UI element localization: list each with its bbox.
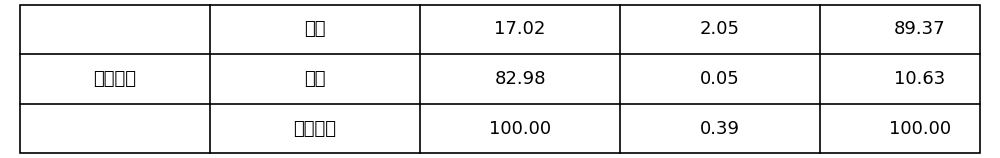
Text: 82.98: 82.98 — [494, 70, 546, 88]
Text: 0.05: 0.05 — [700, 70, 740, 88]
Text: 0.39: 0.39 — [700, 119, 740, 137]
Text: 100.00: 100.00 — [489, 119, 551, 137]
Text: 计算原矿: 计算原矿 — [294, 119, 336, 137]
Text: 100.00: 100.00 — [889, 119, 951, 137]
Text: 10.63: 10.63 — [894, 70, 946, 88]
Text: 89.37: 89.37 — [894, 21, 946, 39]
Text: 精矿: 精矿 — [304, 21, 326, 39]
Text: 17.02: 17.02 — [494, 21, 546, 39]
Text: 尾矿: 尾矿 — [304, 70, 326, 88]
Text: 2.05: 2.05 — [700, 21, 740, 39]
Text: 有浓缩液: 有浓缩液 — [94, 70, 136, 88]
